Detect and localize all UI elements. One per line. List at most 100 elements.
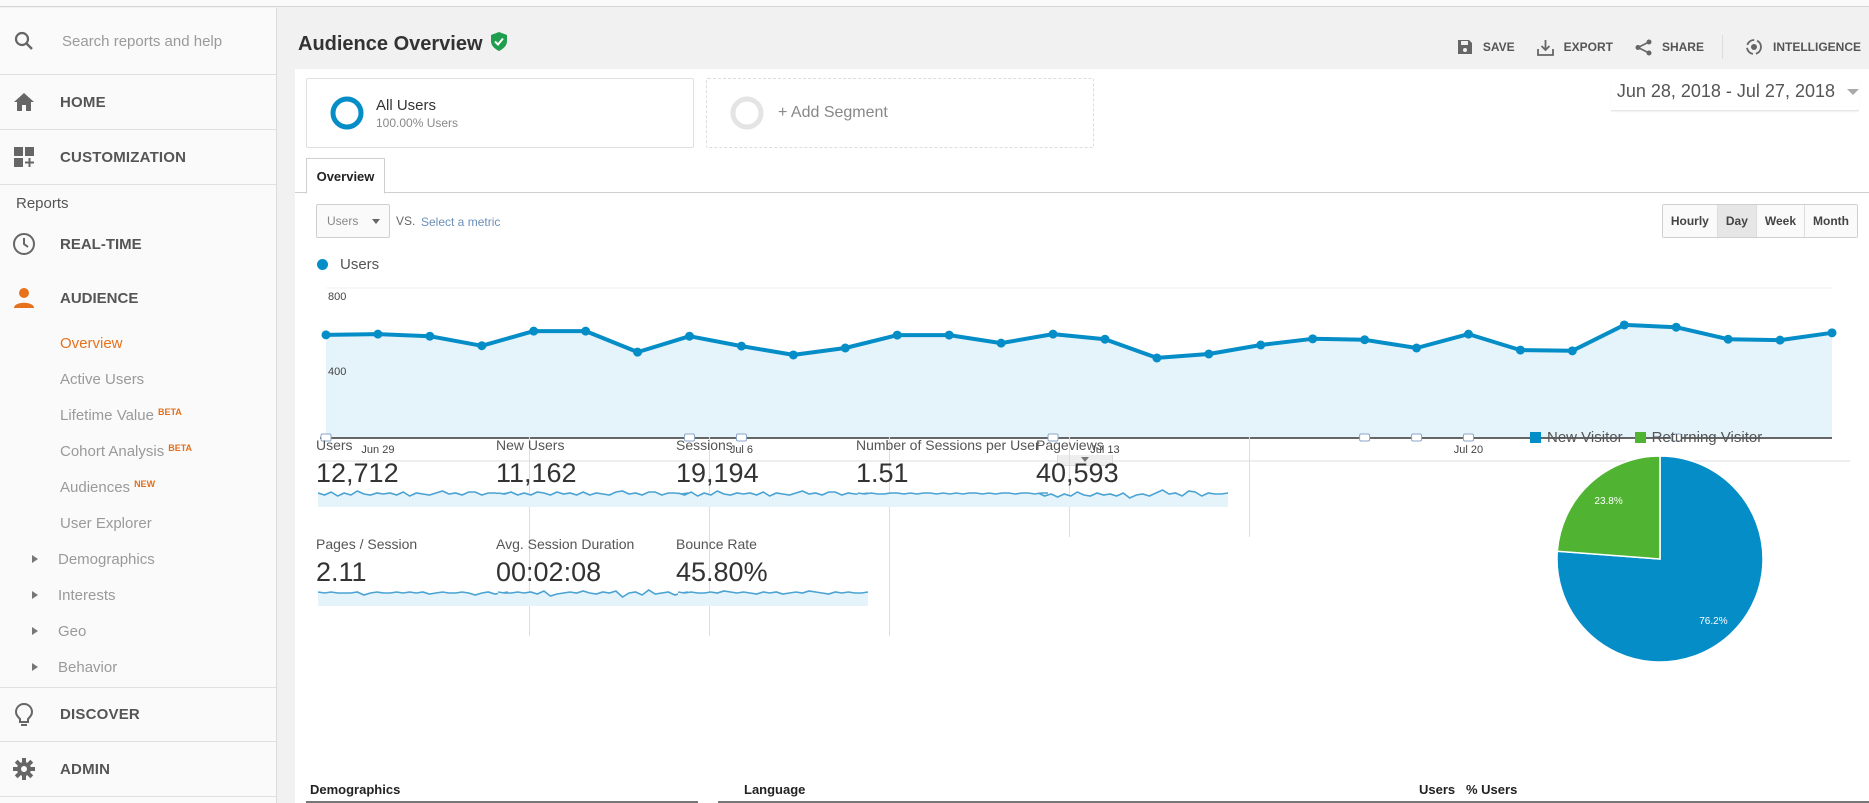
legend-new-visitor: New Visitor	[1530, 429, 1623, 446]
metric-name: Number of Sessions per User	[856, 437, 1040, 453]
vs-label: VS.	[396, 214, 416, 228]
select-metric-link[interactable]: Select a metric	[421, 215, 501, 229]
metric-value: 19,194	[676, 458, 759, 488]
nav-customization-label: CUSTOMIZATION	[60, 148, 187, 166]
metric-value: 11,162	[496, 458, 577, 488]
chart-legend: Users	[317, 256, 379, 273]
add-segment-button[interactable]: + Add Segment	[706, 78, 1094, 148]
metric-card[interactable]: Users 12,712	[316, 437, 530, 537]
nav-home[interactable]: HOME	[0, 75, 276, 130]
metric-value: 00:02:08	[496, 557, 602, 587]
segment-all-users[interactable]: All Users 100.00% Users	[306, 78, 694, 148]
chart-collapse-handle[interactable]	[1057, 455, 1113, 466]
main-area: Audience Overview SAVE EXPORT SHARE INTE…	[278, 8, 1869, 803]
sidebar-item-label: Audiences	[60, 478, 131, 496]
save-button[interactable]: SAVE	[1457, 39, 1515, 55]
date-range-picker[interactable]: Jun 28, 2018 - Jul 27, 2018	[1610, 81, 1859, 111]
metric-card[interactable]: Sessions 19,194	[676, 437, 890, 537]
segment-detail: 100.00% Users	[376, 115, 459, 130]
sidebar-item-audiences[interactable]: Audiences NEW	[0, 469, 276, 505]
search-input[interactable]: Search reports and help	[62, 32, 223, 50]
sidebar-item-interests[interactable]: Interests	[0, 577, 276, 613]
expand-triangle-icon	[0, 663, 58, 671]
expand-triangle-icon	[0, 591, 58, 599]
metric-name: Users	[316, 437, 353, 453]
nav-discover-label: DISCOVER	[60, 706, 140, 723]
save-icon	[1457, 40, 1472, 54]
sidebar-item-cohort-analysis[interactable]: Cohort Analysis BETA	[0, 433, 276, 469]
sidebar-item-overview[interactable]: Overview	[0, 325, 276, 361]
chevron-down-icon	[372, 218, 381, 224]
sparkline	[678, 590, 868, 606]
home-icon	[0, 92, 48, 112]
sidebar-item-label: Cohort Analysis	[60, 442, 165, 460]
intelligence-button[interactable]: INTELLIGENCE	[1745, 38, 1861, 56]
sparkline	[1038, 489, 1228, 507]
metric-name: Sessions	[676, 437, 733, 453]
svg-text:23.8%: 23.8%	[1594, 496, 1622, 507]
granularity-month[interactable]: Month	[1804, 205, 1857, 237]
add-segment-label: + Add Segment	[778, 104, 888, 121]
metric-card[interactable]: Pageviews 40,593	[1036, 437, 1250, 537]
tab-bar: Overview	[295, 158, 1869, 194]
nav-realtime[interactable]: REAL-TIME	[0, 217, 276, 271]
legend-dot-icon	[317, 259, 328, 270]
metric-card[interactable]: Number of Sessions per User 1.51	[856, 437, 1070, 537]
metric-card[interactable]: Bounce Rate 45.80%	[676, 536, 890, 636]
nav-discover[interactable]: DISCOVER	[0, 687, 276, 742]
metric-name: Avg. Session Duration	[496, 536, 635, 552]
lightbulb-icon	[0, 702, 48, 727]
nav-admin[interactable]: ADMIN	[0, 742, 276, 797]
granularity-toggle: Hourly Day Week Month	[1661, 204, 1858, 238]
intelligence-label: INTELLIGENCE	[1772, 40, 1861, 54]
intelligence-icon	[1746, 39, 1762, 55]
users-line-chart[interactable]: 800 400 Jun 29 Jul 6 Jul 13 Jul 20	[295, 69, 1869, 469]
metric-card[interactable]: New Users 11,162	[496, 437, 710, 537]
sidebar-item-label: Behavior	[58, 658, 118, 676]
beta-badge: BETA	[157, 407, 182, 417]
users-column-header: Users	[1419, 782, 1456, 797]
sparkline	[318, 490, 508, 507]
legend-swatch-icon	[1530, 432, 1541, 443]
granularity-hourly[interactable]: Hourly	[1662, 205, 1717, 237]
metric-name: Pages / Session	[316, 536, 418, 552]
expand-triangle-icon	[0, 627, 58, 635]
sidebar-item-behavior[interactable]: Behavior	[0, 649, 276, 685]
svg-text:800: 800	[328, 291, 346, 303]
svg-text:Jul 6: Jul 6	[730, 444, 753, 456]
search-icon	[0, 31, 48, 51]
actions-divider	[1721, 35, 1723, 59]
share-button[interactable]: SHARE	[1635, 39, 1704, 56]
svg-text:Jul 20: Jul 20	[1454, 444, 1483, 456]
segment-name: All Users	[376, 96, 437, 114]
svg-text:76.2%: 76.2%	[1699, 616, 1727, 627]
export-button[interactable]: EXPORT	[1536, 39, 1613, 56]
granularity-day[interactable]: Day	[1716, 205, 1756, 237]
metric-card[interactable]: Pages / Session 2.11	[316, 536, 530, 636]
chevron-down-icon	[1847, 88, 1859, 95]
sidebar-item-geo[interactable]: Geo	[0, 613, 276, 649]
search-bar[interactable]: Search reports and help	[0, 8, 276, 75]
download-icon	[1536, 39, 1554, 56]
segment-ring-icon	[330, 96, 364, 130]
reports-section-label: Reports	[16, 195, 69, 212]
nav-audience[interactable]: AUDIENCE	[0, 271, 276, 325]
metric-dropdown[interactable]: Users	[316, 204, 390, 238]
nav-customization[interactable]: CUSTOMIZATION	[0, 130, 276, 185]
visitor-pie-chart[interactable]: 76.2% 23.8%	[1550, 449, 1770, 669]
sidebar-item-label: User Explorer	[60, 514, 152, 532]
metric-dropdown-value: Users	[327, 214, 359, 228]
legend-label: New Visitor	[1547, 429, 1623, 446]
sidebar-item-active-users[interactable]: Active Users	[0, 361, 276, 397]
language-heading: Language	[744, 782, 806, 797]
sidebar-item-user-explorer[interactable]: User Explorer	[0, 505, 276, 541]
nav-realtime-label: REAL-TIME	[60, 235, 142, 253]
sidebar-item-demographics[interactable]: Demographics	[0, 541, 276, 577]
metric-card[interactable]: Avg. Session Duration 00:02:08	[496, 536, 710, 636]
sidebar-item-lifetime-value[interactable]: Lifetime Value BETA	[0, 397, 276, 433]
tab-overview[interactable]: Overview	[306, 158, 385, 194]
granularity-week[interactable]: Week	[1755, 205, 1805, 237]
sparkline	[498, 490, 688, 507]
sparkline	[498, 589, 688, 606]
beta-badge: BETA	[168, 443, 193, 453]
